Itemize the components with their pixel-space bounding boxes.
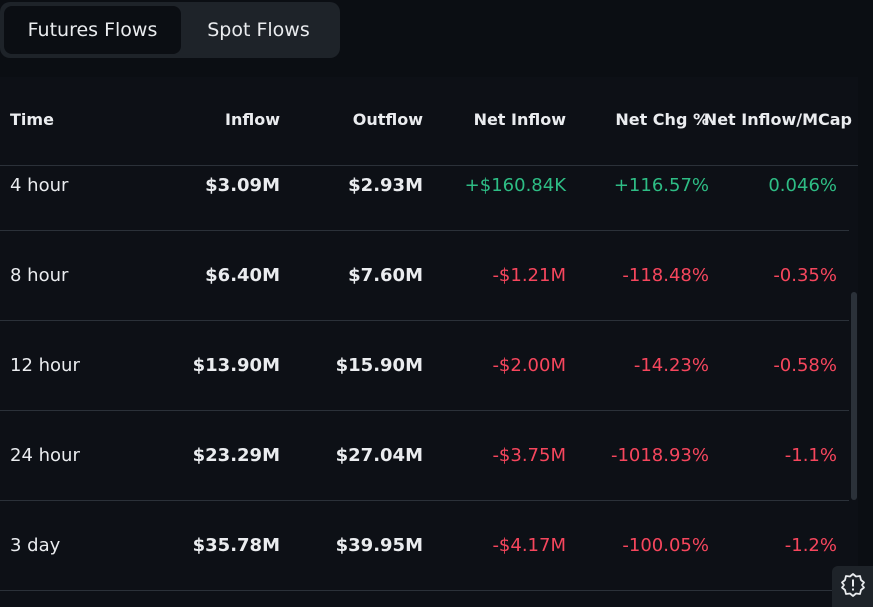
cell-inflow: $13.90M [192, 355, 280, 376]
cell-outflow: $39.95M [335, 535, 423, 556]
cell-net-chg: -14.23% [633, 355, 709, 376]
cell-inflow: $23.29M [192, 445, 280, 466]
cell-time: 4 hour [10, 175, 69, 196]
cell-outflow: $27.04M [335, 445, 423, 466]
header-net-inflow[interactable]: Net Inflow [473, 110, 566, 129]
tab-spot-flows[interactable]: Spot Flows [207, 19, 310, 41]
table-row[interactable]: 3 day $35.78M $39.95M -$4.17M -100.05% -1.2% [0, 501, 858, 591]
cell-outflow: $15.90M [335, 355, 423, 376]
cell-outflow: $2.93M [348, 175, 423, 196]
cell-inflow: $6.40M [205, 265, 280, 286]
cell-time: 3 day [10, 535, 61, 556]
cell-net-inflow: +$160.84K [464, 175, 566, 196]
cell-net-chg: -1018.93% [610, 445, 709, 466]
cell-outflow: $7.60M [348, 265, 423, 286]
table-row[interactable]: 12 hour $13.90M $15.90M -$2.00M -14.23% -0.58… [0, 321, 858, 411]
cell-net-inflow-mcap: -1.2% [784, 535, 837, 556]
flows-table: Time Inflow Outflow Net Inflow Net Chg %… [0, 77, 858, 607]
cell-net-inflow-mcap: -1.1% [784, 445, 837, 466]
cell-net-inflow: -$1.21M [492, 265, 566, 286]
header-outflow[interactable]: Outflow [352, 110, 423, 129]
table-header: Time Inflow Outflow Net Inflow Net Chg %… [0, 77, 858, 166]
header-inflow[interactable]: Inflow [225, 110, 280, 129]
cell-inflow: $3.09M [205, 175, 280, 196]
cell-net-chg: +116.57% [613, 175, 709, 196]
cell-net-inflow: -$4.17M [492, 535, 566, 556]
table-row[interactable]: 24 hour $23.29M $27.04M -$3.75M -1018.93% -1.… [0, 411, 858, 501]
header-time[interactable]: Time [10, 110, 54, 129]
header-net-inflow-mcap[interactable]: Net Inflow/MCap [703, 110, 852, 129]
table-row[interactable]: 8 hour $6.40M $7.60M -$1.21M -118.48% -0.35% [0, 231, 858, 321]
cell-time: 8 hour [10, 265, 69, 286]
cell-time: 12 hour [10, 355, 80, 376]
cell-net-chg: -100.05% [622, 535, 709, 556]
cell-net-chg: -118.48% [622, 265, 709, 286]
header-net-chg[interactable]: Net Chg % [615, 110, 709, 129]
cell-net-inflow-mcap: -0.58% [773, 355, 837, 376]
table-row[interactable]: 4 hour $3.09M $2.93M +$160.84K +116.57% 0.046… [0, 166, 858, 231]
tab-futures-flows[interactable]: Futures Flows [4, 6, 181, 54]
cell-inflow: $35.78M [192, 535, 280, 556]
flow-tabs: Futures Flows Spot Flows [0, 2, 340, 58]
cell-net-inflow: -$3.75M [492, 445, 566, 466]
cell-net-inflow: -$2.00M [492, 355, 566, 376]
cell-net-inflow-mcap: -0.35% [773, 265, 837, 286]
alert-gear-icon [840, 572, 866, 602]
alert-button[interactable] [832, 566, 873, 607]
cell-net-inflow-mcap: 0.046% [768, 175, 837, 196]
scrollbar-thumb[interactable] [851, 292, 857, 500]
cell-time: 24 hour [10, 445, 80, 466]
